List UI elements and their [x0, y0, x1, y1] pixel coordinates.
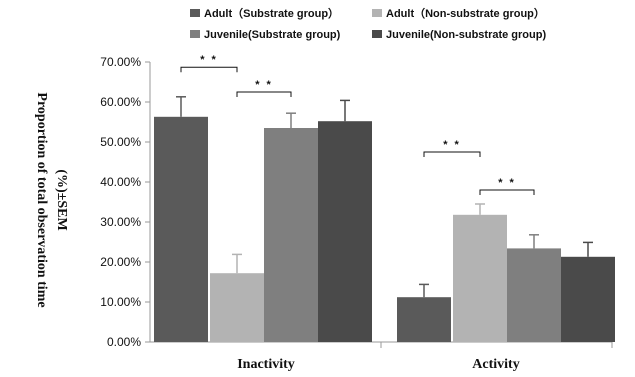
y-axis-label-line1: Proportion of total observation time	[34, 92, 49, 307]
y-tick-label: 20.00%	[100, 255, 141, 269]
bar-inactivity-series-1	[210, 273, 264, 342]
significance-label: * *	[443, 139, 461, 151]
bar-inactivity-series-2	[264, 128, 318, 342]
significance-bracket	[423, 151, 481, 157]
significance-bracket	[180, 66, 238, 73]
y-tick-label: 50.00%	[100, 135, 141, 149]
bar-inactivity-series-3	[318, 121, 372, 342]
y-tick-label: 30.00%	[100, 215, 141, 229]
category-label-inactivity: Inactivity	[237, 357, 295, 372]
significance-bracket	[236, 91, 292, 97]
bar-activity-series-1	[453, 214, 507, 342]
legend-swatch-adult-substrate	[190, 9, 200, 17]
y-axis-label-line2: (%)±SEM	[54, 169, 69, 230]
error-bars	[176, 96, 593, 298]
legend-label-adult-non-substrate: Adult（Non-substrate group）	[386, 7, 545, 20]
significance-brackets: * * * * * * * *	[180, 54, 535, 195]
legend-label-juvenile-substrate: Juvenile(Substrate group)	[204, 29, 341, 41]
y-tick-label: 60.00%	[100, 95, 141, 109]
y-tick-labels: 0.00% 10.00% 20.00% 30.00% 40.00% 50.00% 60.00…	[100, 55, 141, 349]
y-tick-label: 10.00%	[100, 295, 141, 309]
y-axis-label: Proportion of total observation time (%)…	[34, 92, 69, 307]
bar-activity-series-3	[561, 256, 615, 342]
y-tick-label: 40.00%	[100, 175, 141, 189]
significance-label: * *	[200, 54, 218, 66]
bar-activity-series-2	[507, 248, 561, 342]
y-tick-label: 0.00%	[107, 335, 141, 349]
legend: Adult（Substrate group） Adult（Non-substra…	[190, 7, 546, 41]
legend-swatch-juvenile-substrate	[190, 30, 200, 38]
bars	[154, 116, 615, 342]
significance-label: * *	[498, 177, 516, 189]
legend-label-adult-substrate: Adult（Substrate group）	[204, 7, 339, 20]
significance-bracket	[479, 189, 535, 195]
bar-activity-series-0	[397, 297, 451, 342]
legend-swatch-juvenile-non-substrate	[372, 30, 382, 38]
bar-inactivity-series-0	[154, 116, 208, 342]
significance-label: * *	[255, 79, 273, 91]
y-tick-label: 70.00%	[100, 55, 141, 69]
legend-swatch-adult-non-substrate	[372, 9, 382, 17]
category-label-activity: Activity	[472, 357, 519, 372]
legend-label-juvenile-non-substrate: Juvenile(Non-substrate group)	[386, 29, 546, 41]
